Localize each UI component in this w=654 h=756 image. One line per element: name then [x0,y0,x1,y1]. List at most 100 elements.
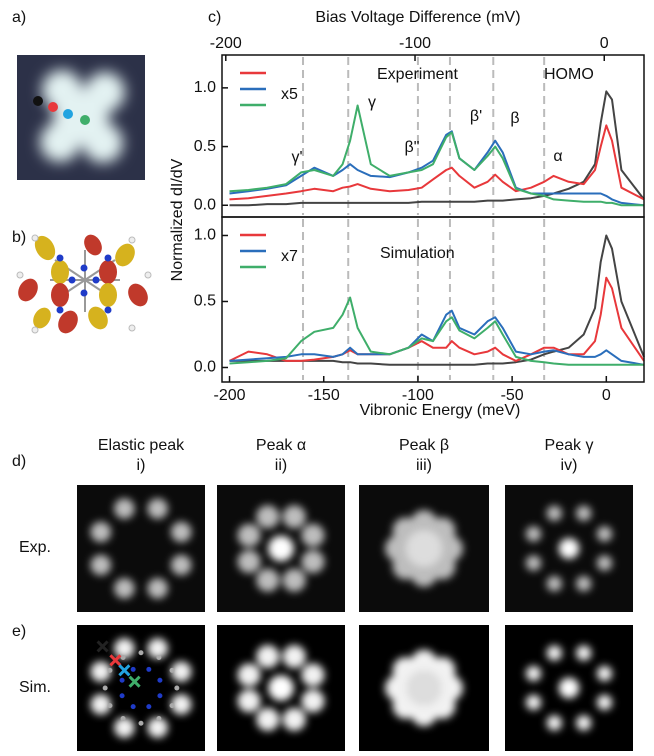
atom-dot [130,666,136,672]
center-spot [268,535,294,562]
lobe [237,689,261,713]
x-tick-label: 0 [602,387,611,404]
lobe [237,663,261,687]
y-tick-label: 0.5 [194,293,216,310]
center-spot [405,669,443,707]
annotation: Simulation [380,245,455,262]
annotation: β" [405,139,420,156]
atom-dot [119,677,125,683]
lobe [114,498,135,519]
center-spot [558,538,580,559]
lobe [256,645,280,669]
lobe [546,576,562,592]
map-bg [77,625,205,751]
atom-dot [146,704,152,710]
lobe [282,568,306,592]
series-line [229,296,644,366]
x-tick-label: -200 [214,387,246,404]
atom-dot [107,667,113,673]
lobe [596,665,613,682]
atom-dot [157,677,163,683]
lobe [114,717,135,738]
series-line [229,309,645,366]
map-blobs [237,645,325,731]
column-index: iii) [416,457,432,474]
lobe [90,661,112,682]
annotation: β' [470,108,482,125]
lobe [282,505,306,529]
lobe [170,521,192,543]
y-tick-label: 1.0 [194,227,216,244]
lobe [170,661,192,682]
panel-label: c) [208,9,221,26]
series-line [229,276,645,362]
column-index: ii) [275,457,287,474]
lobe [576,715,592,731]
atom-dot [120,654,126,660]
x-axis-label: Vibronic Energy (meV) [360,402,521,419]
map-blobs [525,645,613,731]
lobe [256,707,280,731]
stm-map [77,625,205,751]
lobe [237,523,261,547]
y-tick-label: 0.5 [194,138,216,155]
center-spot [405,530,443,567]
molecule-orbital [16,234,152,334]
annotation: Experiment [377,66,458,83]
lobe [170,694,192,715]
column-title: Elastic peak [98,437,185,454]
lobe [147,717,168,738]
x-tick-label: -50 [501,387,524,404]
column-title: Peak β [399,437,449,454]
lobe [114,638,135,659]
center-spot [268,675,294,701]
atom-dot [102,685,108,691]
annotation: γ' [291,149,302,166]
panel-label: e) [12,623,26,640]
lobe [90,521,112,543]
site-marker [96,640,109,653]
lobe [596,555,613,571]
y-tick-label: 0.0 [194,196,216,213]
stm-map [505,485,633,612]
map-bg [77,485,205,612]
image-grid: Elastic peak i) Peak α ii) Peak β iii) Peak γ i… [19,437,633,751]
column-index: i) [137,457,146,474]
x2-tick-label: -200 [210,35,242,52]
atom-dot [157,693,163,699]
stm-map [77,485,205,612]
column-title: Peak α [256,437,306,454]
atom-dot [146,666,152,672]
annotation: γ [368,94,376,111]
annotation: α [553,148,562,165]
lobe [256,568,280,592]
lobe [301,523,325,547]
map-blobs [385,510,463,587]
panel-label: d) [12,453,26,470]
atom-dot [169,703,175,709]
series-line [229,104,644,207]
lobe [170,554,192,576]
atom-dot [156,716,162,722]
y-tick-label: 0.0 [194,359,216,376]
row-label: Sim. [19,679,51,696]
stm-map [217,485,345,612]
atom-dot [174,685,180,691]
y-tick-label: 1.0 [194,79,216,96]
plot-frame [221,216,645,383]
map-blobs [90,498,192,599]
column-title: Peak γ [545,437,594,454]
lobe [301,550,325,574]
annotation: β [510,110,519,127]
map-blobs [90,638,192,738]
lobe [301,663,325,687]
lobe [546,715,562,731]
y-axis-label: Normalized dI/dV [169,158,186,281]
atom-dot [169,667,175,673]
center-spot [558,677,580,699]
x-tick-label: -150 [308,387,340,404]
lobe [147,578,168,599]
spectra: 0.0 0.5 1.0 -200 -100 0 Bias Voltage Differenc… [194,9,645,419]
lobe [546,645,562,661]
annotation: HOMO [544,66,594,83]
